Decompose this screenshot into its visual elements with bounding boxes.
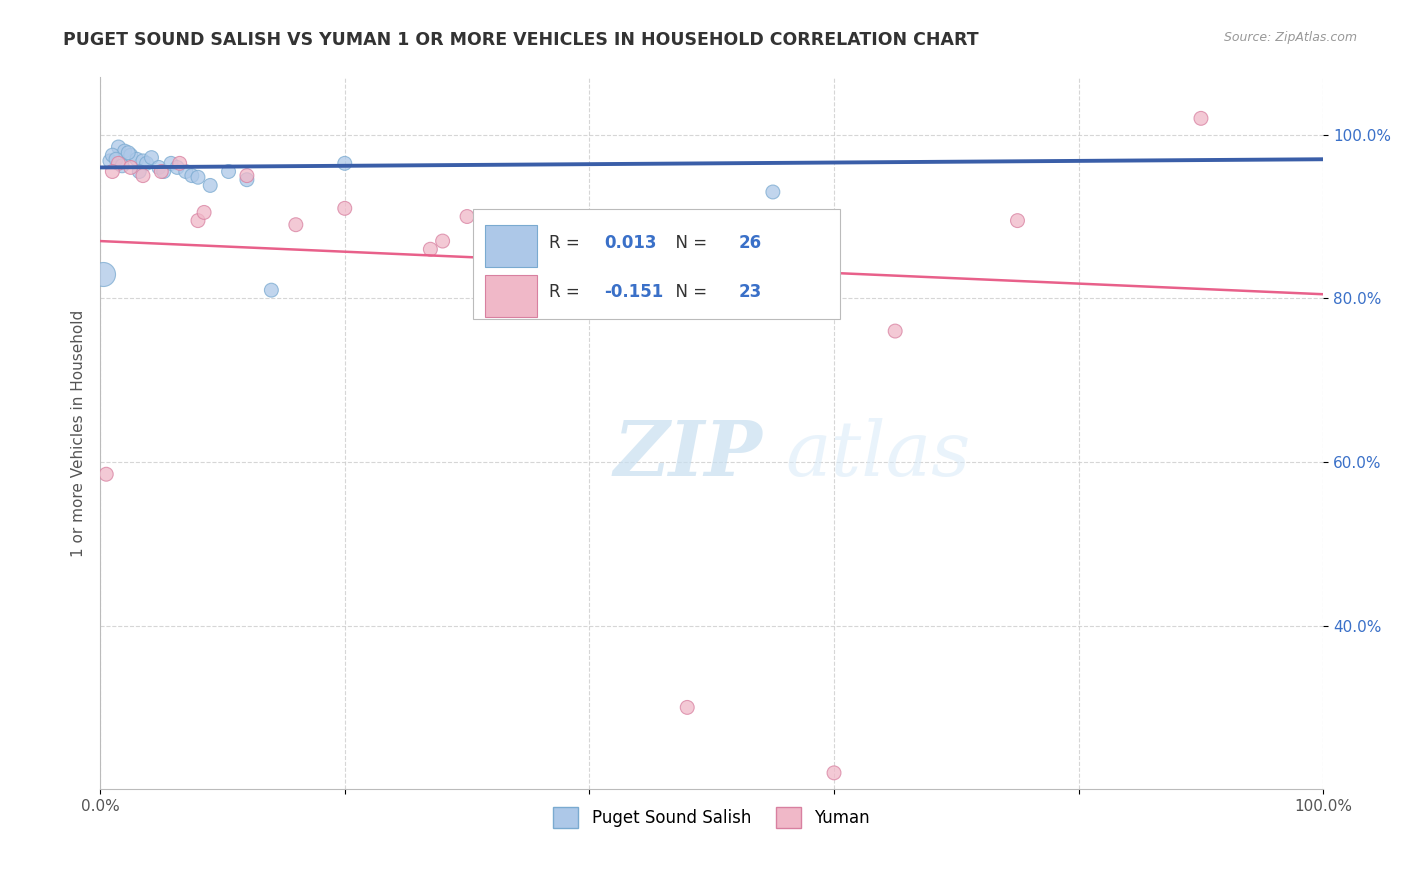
Point — [640, 259, 662, 273]
Point — [111, 159, 134, 173]
Point — [578, 262, 600, 277]
FancyBboxPatch shape — [485, 275, 537, 317]
Y-axis label: 1 or more Vehicles in Household: 1 or more Vehicles in Household — [72, 310, 86, 557]
Point — [260, 283, 283, 297]
Point — [419, 242, 441, 256]
Point — [676, 700, 699, 714]
Point — [1189, 112, 1212, 126]
Point — [823, 765, 845, 780]
Legend: Puget Sound Salish, Yuman: Puget Sound Salish, Yuman — [547, 801, 877, 834]
Point — [148, 161, 170, 175]
Point — [117, 145, 139, 160]
FancyBboxPatch shape — [485, 225, 537, 267]
FancyBboxPatch shape — [474, 209, 841, 319]
Point — [132, 169, 155, 183]
Point — [193, 205, 215, 219]
Point — [135, 156, 157, 170]
Point — [432, 234, 454, 248]
Point — [884, 324, 907, 338]
Point — [1007, 213, 1029, 227]
Point — [169, 156, 191, 170]
Point — [160, 156, 183, 170]
Text: 0.013: 0.013 — [605, 234, 657, 252]
Point — [762, 185, 785, 199]
Point — [236, 172, 259, 186]
Point — [105, 153, 128, 167]
Text: -0.151: -0.151 — [605, 284, 664, 301]
Point — [762, 262, 785, 277]
Text: Source: ZipAtlas.com: Source: ZipAtlas.com — [1223, 31, 1357, 45]
Point — [152, 164, 174, 178]
Text: 26: 26 — [738, 234, 762, 252]
Point — [236, 169, 259, 183]
Point — [98, 153, 121, 168]
Point — [120, 148, 142, 162]
Text: 23: 23 — [738, 284, 762, 301]
Text: N =: N = — [665, 234, 713, 252]
Point — [187, 170, 209, 185]
Point — [180, 169, 202, 183]
Point — [96, 467, 118, 482]
Point — [107, 156, 129, 170]
Point — [200, 178, 222, 193]
Point — [218, 164, 240, 178]
Text: atlas: atlas — [785, 417, 970, 491]
Text: ZIP: ZIP — [614, 417, 762, 491]
Point — [114, 144, 136, 158]
Point — [120, 161, 142, 175]
Point — [284, 218, 307, 232]
Text: R =: R = — [548, 234, 585, 252]
Text: N =: N = — [665, 284, 713, 301]
Text: R =: R = — [548, 284, 585, 301]
Point — [174, 164, 197, 178]
Point — [333, 202, 356, 216]
Point — [128, 164, 150, 178]
Point — [187, 213, 209, 227]
Point — [101, 164, 124, 178]
Point — [333, 156, 356, 170]
Point — [107, 140, 129, 154]
Point — [132, 153, 155, 168]
Point — [166, 161, 188, 175]
Point — [150, 164, 173, 178]
Point — [456, 210, 478, 224]
Point — [141, 151, 163, 165]
Point — [125, 153, 148, 167]
Point — [91, 267, 114, 281]
Text: PUGET SOUND SALISH VS YUMAN 1 OR MORE VEHICLES IN HOUSEHOLD CORRELATION CHART: PUGET SOUND SALISH VS YUMAN 1 OR MORE VE… — [63, 31, 979, 49]
Point — [101, 148, 124, 162]
